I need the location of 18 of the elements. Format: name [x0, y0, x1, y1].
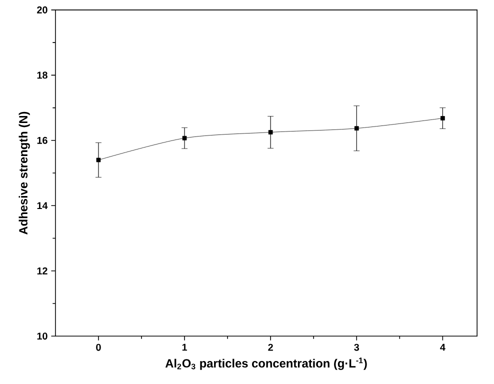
y-tick-label: 10 — [37, 332, 48, 340]
x-axis-title: Al$_{2}$O$_{3}$ particles concentration (g·L$^{-1}$) — [165, 358, 367, 370]
x-tick-label: 4 — [440, 344, 446, 351]
point — [268, 130, 273, 135]
y-tick-label: 18 — [37, 72, 48, 79]
y-tick-label: 16 — [37, 136, 48, 144]
x-tick-label: 1 — [182, 344, 188, 351]
y-tick-label: 12 — [37, 268, 48, 274]
point — [182, 136, 187, 140]
y-axis-title: Adhesive strength (N) — [18, 112, 30, 235]
point — [440, 116, 445, 120]
x-tick-label: 0 — [96, 344, 101, 351]
point — [354, 126, 359, 131]
x-tick-label: 2 — [268, 344, 273, 351]
x-tick-label: 3 — [354, 344, 360, 351]
y-tick-label: 14 — [37, 202, 48, 210]
point — [96, 158, 101, 162]
y-tick-label: 20 — [37, 6, 48, 14]
